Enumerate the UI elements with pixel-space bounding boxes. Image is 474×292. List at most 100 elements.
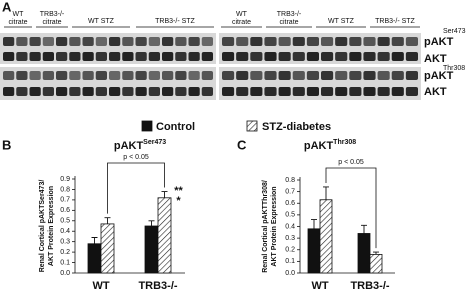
blot-band bbox=[264, 52, 277, 61]
blot-band bbox=[278, 52, 291, 61]
y-tick-label: 0.4 bbox=[285, 223, 295, 230]
group-label: WT STZ bbox=[328, 18, 355, 25]
group-label: TRB3-/- STZ bbox=[375, 18, 415, 25]
blot-band bbox=[250, 52, 263, 61]
blot-band bbox=[201, 87, 213, 96]
blot-band bbox=[42, 52, 54, 61]
bar bbox=[357, 233, 371, 274]
y-tick-label: 0.6 bbox=[285, 200, 295, 207]
legend-swatch bbox=[246, 120, 258, 132]
blot-band bbox=[69, 37, 81, 46]
blot-band bbox=[292, 71, 305, 80]
panel-label: C bbox=[237, 137, 247, 152]
blot-band bbox=[363, 71, 376, 80]
blot-band bbox=[377, 37, 390, 46]
blot-band bbox=[188, 71, 200, 80]
blot-band bbox=[349, 87, 362, 96]
significance-bracket bbox=[107, 162, 165, 214]
row-label: pAKT bbox=[424, 70, 454, 82]
blot-band bbox=[377, 87, 390, 96]
blot-band bbox=[349, 71, 362, 80]
blot-band bbox=[335, 52, 348, 61]
group-label: TRB3-/- bbox=[40, 11, 65, 18]
blot-band bbox=[109, 87, 121, 96]
bar bbox=[307, 228, 321, 274]
y-tick-label: 0.3 bbox=[285, 235, 295, 242]
legend-swatch bbox=[141, 120, 153, 132]
y-tick-label: 0.9 bbox=[60, 176, 70, 183]
y-tick-label: 0.8 bbox=[285, 177, 295, 184]
blot-band bbox=[109, 71, 121, 80]
blot-band bbox=[56, 37, 68, 46]
blot-band bbox=[391, 87, 404, 96]
row-label: pAKT bbox=[424, 36, 454, 48]
error-bar bbox=[91, 237, 98, 244]
blot-band bbox=[292, 87, 305, 96]
blot-band bbox=[222, 37, 235, 46]
blot-band bbox=[377, 71, 390, 80]
y-tick-label: 0.8 bbox=[60, 186, 70, 193]
chart-title-main: pAKT bbox=[114, 140, 144, 152]
x-tick-label: TRB3-/- bbox=[138, 280, 177, 292]
blot-band bbox=[222, 52, 235, 61]
y-tick-label: 0.0 bbox=[285, 270, 295, 277]
error-bar bbox=[148, 220, 155, 226]
x-tick-label: TRB3-/- bbox=[350, 280, 389, 292]
blot-band bbox=[363, 52, 376, 61]
blot-band bbox=[69, 52, 81, 61]
blot-band bbox=[56, 87, 68, 96]
blot-band bbox=[222, 87, 235, 96]
y-axis-label: Renal Cortical pAKTSer473/ bbox=[39, 180, 46, 273]
blot-band bbox=[264, 87, 277, 96]
blot-band bbox=[306, 87, 319, 96]
blot-band bbox=[3, 52, 15, 61]
row-label: AKT bbox=[424, 86, 447, 98]
x-tick-label: WT bbox=[92, 280, 109, 292]
y-tick-label: 0.0 bbox=[60, 270, 70, 277]
blot-band bbox=[188, 87, 200, 96]
blot-band bbox=[29, 52, 41, 61]
blot-band bbox=[321, 37, 334, 46]
y-tick-label: 0.4 bbox=[60, 228, 70, 235]
blot-band bbox=[264, 71, 277, 80]
bar bbox=[100, 223, 115, 274]
blot-band bbox=[42, 37, 54, 46]
y-tick-label: 0.6 bbox=[60, 207, 70, 214]
y-tick-label: 0.2 bbox=[60, 249, 70, 256]
blot-band bbox=[405, 52, 418, 61]
blot-band bbox=[377, 52, 390, 61]
blot bbox=[219, 33, 421, 64]
group-label: citrate bbox=[42, 19, 61, 26]
blot-band bbox=[148, 71, 160, 80]
blot-band bbox=[278, 71, 291, 80]
chart-title: pAKTSer473 bbox=[114, 139, 166, 152]
chart-title-sup: Thr308 bbox=[333, 139, 356, 146]
y-axis-label: Renal Cortical pAKTThr308/ bbox=[262, 180, 269, 273]
annotation: p < 0.05 bbox=[123, 154, 149, 161]
chart-title-main: pAKT bbox=[304, 140, 334, 152]
bar bbox=[157, 197, 172, 274]
blot-band bbox=[335, 87, 348, 96]
blot-band bbox=[349, 52, 362, 61]
panel-label: A bbox=[2, 0, 12, 14]
bar bbox=[369, 253, 383, 274]
legend-label: STZ-diabetes bbox=[262, 121, 331, 133]
blot-band bbox=[82, 37, 94, 46]
group-label: WT bbox=[13, 11, 25, 18]
blot-band bbox=[29, 37, 41, 46]
blot-band bbox=[250, 37, 263, 46]
blot-band bbox=[405, 71, 418, 80]
error-bar bbox=[161, 191, 168, 198]
blot-band bbox=[201, 71, 213, 80]
y-tick-label: 0.5 bbox=[285, 212, 295, 219]
x-tick-label: WT bbox=[311, 280, 328, 292]
blot-band bbox=[162, 52, 174, 61]
error-bar bbox=[104, 217, 111, 224]
y-tick-label: 0.1 bbox=[60, 259, 70, 266]
blot-band bbox=[306, 52, 319, 61]
y-tick-label: 0.3 bbox=[60, 239, 70, 246]
blot-band bbox=[236, 87, 249, 96]
blot-band bbox=[16, 52, 28, 61]
blot-band bbox=[162, 87, 174, 96]
blot-band bbox=[56, 71, 68, 80]
